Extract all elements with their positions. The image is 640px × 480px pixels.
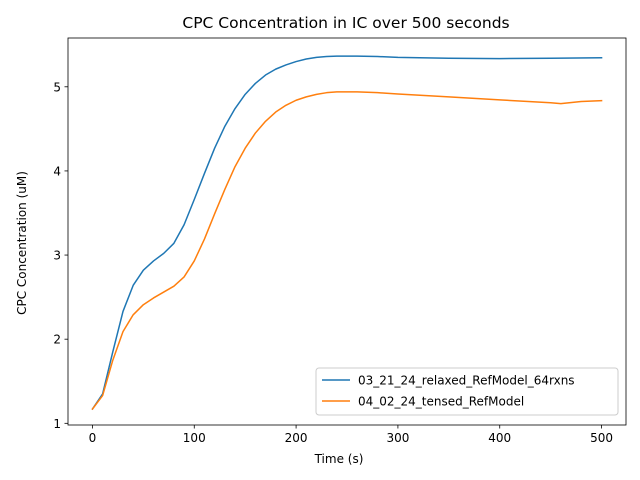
plot-area xyxy=(91,55,603,411)
y-tick-label: 3 xyxy=(53,249,61,263)
y-tick-label: 1 xyxy=(53,417,61,431)
axes: 0 100 200 300 400 500 1 2 3 4 5 xyxy=(53,37,627,445)
x-axis-label: Time (s) xyxy=(314,452,364,466)
y-tick-label: 4 xyxy=(53,164,61,178)
x-tick-label: 0 xyxy=(89,431,97,445)
legend-label-series-1: 03_21_24_relaxed_RefModel_64rxns xyxy=(358,374,575,388)
x-tick-label: 400 xyxy=(488,431,511,445)
legend: 03_21_24_relaxed_RefModel_64rxns 04_02_2… xyxy=(315,367,619,416)
legend-frame xyxy=(315,367,619,416)
series-line-2 xyxy=(91,91,603,411)
y-axis-label: CPC Concentration (uM) xyxy=(15,171,29,315)
y-tick-label: 2 xyxy=(53,333,61,347)
series-line-1 xyxy=(91,55,603,411)
x-tick-label: 300 xyxy=(386,431,409,445)
y-tick-label: 5 xyxy=(53,80,61,94)
axes-frame xyxy=(67,37,627,426)
x-tick-label: 200 xyxy=(285,431,308,445)
x-tick-label: 500 xyxy=(590,431,613,445)
chart-title: CPC Concentration in IC over 500 seconds xyxy=(182,14,509,32)
legend-label-series-2: 04_02_24_tensed_RefModel xyxy=(358,395,524,409)
x-tick-label: 100 xyxy=(183,431,206,445)
